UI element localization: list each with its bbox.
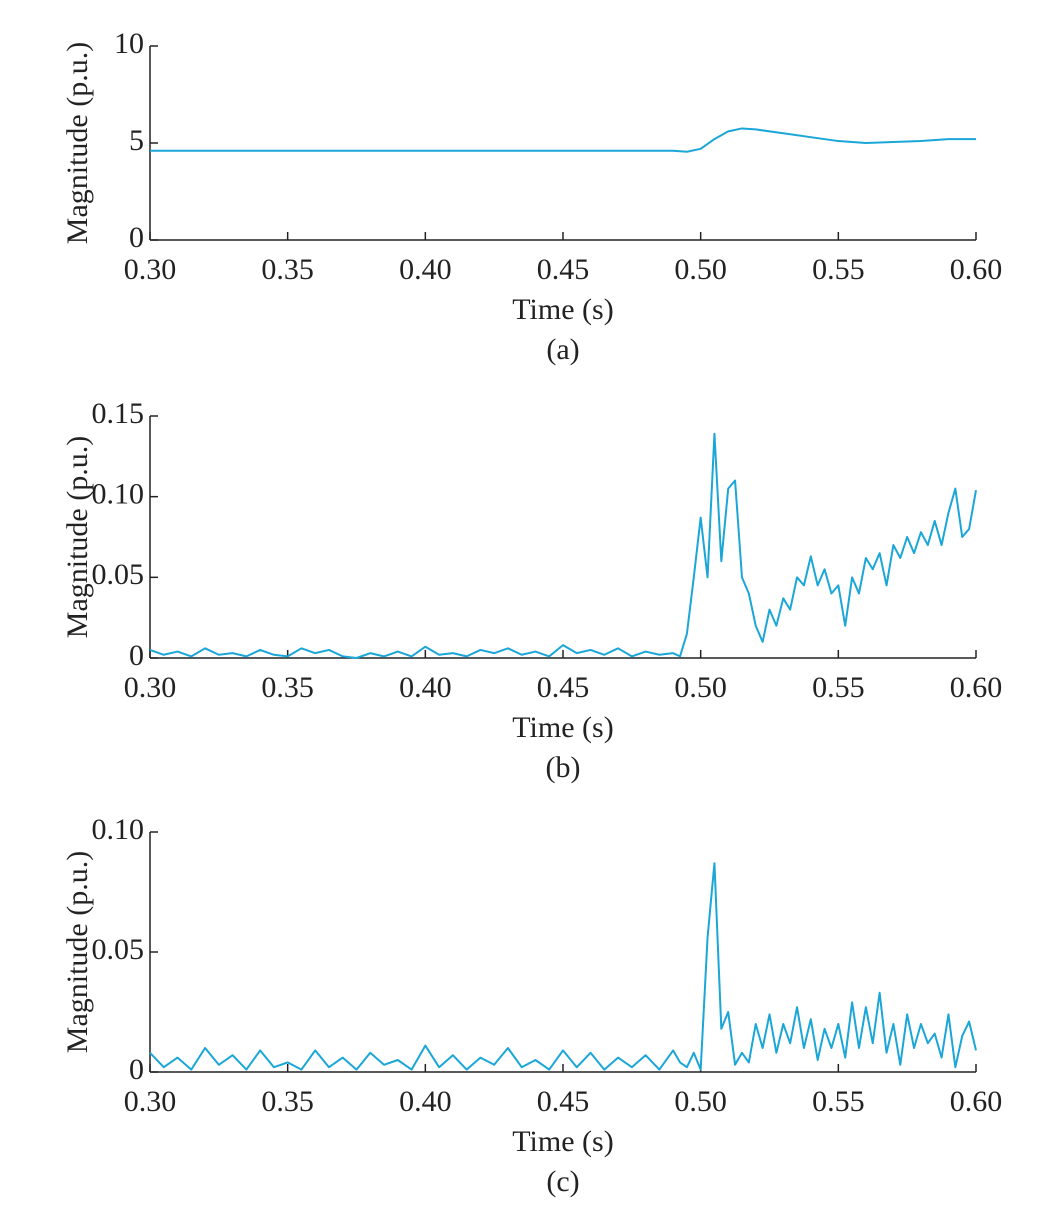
y-axis-label: Magnitude (p.u.) — [61, 42, 94, 244]
caption: (b) — [546, 751, 581, 784]
x-tick-label: 0.60 — [950, 1085, 1003, 1118]
x-axis-label: Time (s) — [512, 1125, 613, 1158]
y-tick-label: 0.05 — [92, 933, 145, 966]
x-tick-label: 0.35 — [261, 253, 314, 286]
y-tick-label: 5 — [129, 124, 144, 157]
x-tick-label: 0.55 — [812, 671, 865, 704]
y-axis-label: Magnitude (p.u.) — [61, 436, 94, 638]
x-tick-label: 0.35 — [261, 671, 314, 704]
x-tick-label: 0.55 — [812, 253, 865, 286]
x-tick-label: 0.45 — [537, 671, 590, 704]
x-tick-label: 0.60 — [950, 253, 1003, 286]
x-tick-label: 0.50 — [674, 671, 727, 704]
x-axis-label: Time (s) — [512, 711, 613, 744]
y-tick-label: 10 — [114, 27, 144, 60]
x-tick-label: 0.60 — [950, 671, 1003, 704]
x-tick-label: 0.45 — [537, 1085, 590, 1118]
x-tick-label: 0.40 — [399, 1085, 452, 1118]
y-axis-label: Magnitude (p.u.) — [61, 851, 94, 1053]
x-tick-label: 0.40 — [399, 253, 452, 286]
x-axis-label: Time (s) — [512, 293, 613, 326]
y-tick-label: 0.10 — [92, 813, 145, 846]
x-tick-label: 0.30 — [124, 671, 177, 704]
data-line — [150, 127, 976, 153]
x-tick-label: 0.30 — [124, 1085, 177, 1118]
x-tick-label: 0.50 — [674, 253, 727, 286]
x-tick-label: 0.45 — [537, 253, 590, 286]
caption: (c) — [546, 1165, 579, 1198]
x-tick-label: 0.40 — [399, 671, 452, 704]
data-line — [149, 862, 977, 1071]
x-tick-label: 0.55 — [812, 1085, 865, 1118]
x-tick-label: 0.35 — [261, 1085, 314, 1118]
y-tick-label: 0 — [129, 1053, 144, 1086]
x-tick-label: 0.50 — [674, 1085, 727, 1118]
y-tick-label: 0.10 — [92, 478, 145, 511]
y-tick-label: 0 — [129, 639, 144, 672]
x-tick-label: 0.30 — [124, 253, 177, 286]
y-tick-label: 0.05 — [92, 558, 145, 591]
y-tick-label: 0.15 — [92, 397, 145, 430]
caption: (a) — [546, 333, 579, 366]
y-tick-label: 0 — [129, 221, 144, 254]
data-line — [149, 432, 977, 659]
